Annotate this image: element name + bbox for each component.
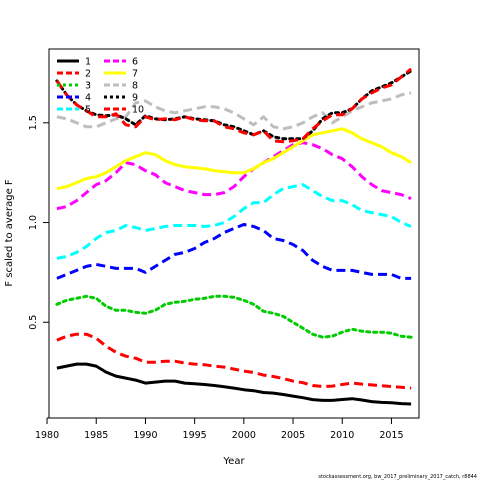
legend-label-9: 9 — [132, 93, 138, 104]
x-tick-label: 1995 — [183, 430, 207, 441]
x-tick-label: 2010 — [330, 430, 354, 441]
x-axis: 1980 1985 1990 1995 2000 2005 2010 2015 — [35, 417, 404, 441]
legend-label-1: 1 — [85, 57, 91, 68]
legend-label-4: 4 — [85, 93, 91, 104]
series-line-2 — [56, 332, 412, 390]
y-tick-label: 0.5 — [28, 315, 39, 330]
plot-frame — [48, 48, 420, 419]
series-line-10 — [55, 67, 413, 144]
y-tick-label: 1.0 — [28, 215, 39, 230]
legend-label-10: 10 — [132, 105, 144, 116]
x-tick-label: 1990 — [133, 430, 157, 441]
legend-label-8: 8 — [132, 81, 138, 92]
x-tick-label: 1980 — [35, 430, 59, 441]
legend-label-6: 6 — [132, 57, 138, 68]
series-line-5 — [56, 183, 412, 260]
series-line-4 — [56, 223, 412, 280]
y-axis: 0.5 1.0 1.5 — [28, 115, 49, 330]
credit-text: stockassessment.org, bw_2017_preliminary… — [318, 474, 477, 480]
y-axis-title: F scaled to average F — [4, 179, 15, 287]
x-tick-label: 1985 — [84, 430, 108, 441]
y-tick-label: 1.5 — [28, 115, 39, 130]
series-layer — [55, 67, 413, 406]
legend-label-5: 5 — [85, 105, 91, 116]
series-line-7 — [56, 127, 412, 191]
series-line-3 — [55, 294, 413, 339]
series-line-8 — [56, 91, 412, 131]
x-tick-label: 2000 — [232, 430, 256, 441]
x-tick-label: 2015 — [379, 430, 403, 441]
legend-label-3: 3 — [85, 81, 91, 92]
series-line-1 — [56, 362, 412, 406]
series-line-6 — [56, 141, 412, 211]
legend-label-7: 7 — [132, 69, 138, 80]
x-axis-title: Year — [222, 456, 245, 467]
legend-label-2: 2 — [85, 69, 91, 80]
x-tick-label: 2005 — [281, 430, 305, 441]
